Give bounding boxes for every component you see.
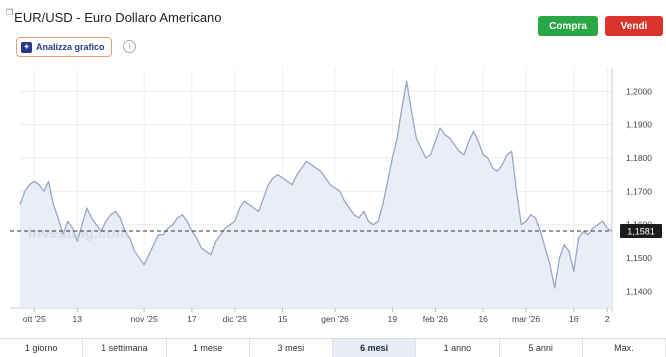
x-tick-label: feb '26 xyxy=(423,314,449,324)
x-tick-label: 19 xyxy=(388,314,398,324)
sell-button[interactable]: Vendi xyxy=(605,16,663,36)
current-price-label: 1,1581 xyxy=(627,227,655,237)
period-selector: 1 giorno 1 settimana 1 mese 3 mesi 6 mesi 1 a… xyxy=(0,338,666,357)
period-max[interactable]: Max. xyxy=(583,339,666,357)
buy-button[interactable]: Compra xyxy=(538,16,598,36)
y-tick-label: 1,1400 xyxy=(626,286,652,296)
current-price-badge xyxy=(620,224,662,238)
window-icon: ❐ xyxy=(6,8,14,17)
x-tick-label: 17 xyxy=(187,314,197,324)
period-1-settimana[interactable]: 1 settimana xyxy=(83,339,167,357)
analyze-chart-label: Analizza grafico xyxy=(36,42,105,52)
x-tick-label: 15 xyxy=(278,314,288,324)
y-tick-label: 1,2000 xyxy=(626,86,652,96)
x-tick-label: 13 xyxy=(73,314,83,324)
x-tick-label: gen '26 xyxy=(321,314,349,324)
x-tick-label: 16 xyxy=(569,314,579,324)
period-3-mesi[interactable]: 3 mesi xyxy=(250,339,333,357)
price-chart[interactable]: 1,14001,15001,16001,17001,18001,19001,20… xyxy=(0,60,666,338)
instrument-title: EUR/USD - Euro Dollaro Americano xyxy=(14,10,222,25)
period-1-mese[interactable]: 1 mese xyxy=(167,339,250,357)
title-wrap: ❐ EUR/USD - Euro Dollaro Americano xyxy=(6,8,222,25)
x-tick-label: ott '25 xyxy=(23,314,46,324)
analyze-chart-button[interactable]: ✦ Analizza grafico xyxy=(16,37,112,57)
y-tick-label: 1,1700 xyxy=(626,186,652,196)
price-line xyxy=(19,80,613,289)
x-tick-label: mar '26 xyxy=(512,314,540,324)
period-6-mesi[interactable]: 6 mesi xyxy=(333,339,417,357)
instrument-header: ❐ EUR/USD - Euro Dollaro Americano ✦ Ana… xyxy=(0,0,666,60)
x-tick-label: nov '25 xyxy=(131,314,158,324)
y-tick-label: 1,1500 xyxy=(626,253,652,263)
period-5-anni[interactable]: 5 anni xyxy=(500,339,583,357)
x-tick-label: 16 xyxy=(478,314,488,324)
y-tick-label: 1,1800 xyxy=(626,153,652,163)
price-area xyxy=(20,81,612,308)
info-icon[interactable]: i xyxy=(123,40,136,53)
x-tick-label: dic '25 xyxy=(223,314,248,324)
period-1-anno[interactable]: 1 anno xyxy=(416,339,500,357)
watermark: Investing.com xyxy=(28,225,129,242)
y-tick-label: 1,1900 xyxy=(626,120,652,130)
x-tick-label: 2 xyxy=(605,314,610,324)
period-1-giorno[interactable]: 1 giorno xyxy=(0,339,84,357)
ai-chart-icon: ✦ xyxy=(21,41,32,53)
